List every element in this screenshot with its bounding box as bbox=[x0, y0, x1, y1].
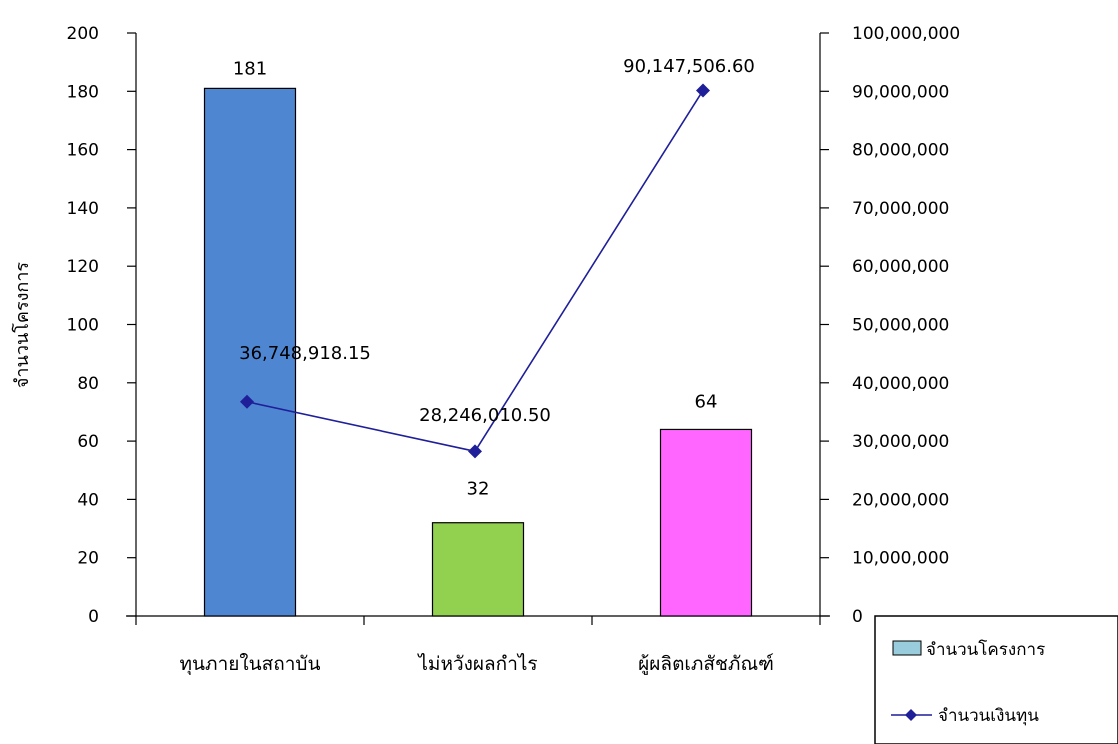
line-point bbox=[240, 394, 254, 409]
legend-line-marker bbox=[905, 709, 917, 721]
y2-tick-label: 60,000,000 bbox=[852, 257, 949, 277]
legend: จำนวนโครงการ จำนวนเงินทุน bbox=[874, 615, 1118, 744]
line-point bbox=[696, 83, 710, 98]
y-tick-label: 200 bbox=[67, 24, 99, 44]
y2-tick-label: 10,000,000 bbox=[852, 549, 949, 569]
y2-tick-label: 70,000,000 bbox=[852, 199, 949, 219]
y-tick-label: 40 bbox=[77, 490, 99, 510]
y2-tick-label: 50,000,000 bbox=[852, 316, 949, 336]
y-tick-label: 140 bbox=[67, 199, 99, 219]
y-tick-label: 180 bbox=[67, 82, 99, 102]
legend-bar-swatch bbox=[892, 640, 922, 656]
legend-bar-label: จำนวนโครงการ bbox=[926, 639, 1045, 660]
y2-tick-label: 80,000,000 bbox=[852, 141, 949, 161]
bars bbox=[203, 87, 753, 617]
y-tick-label: 80 bbox=[77, 374, 99, 394]
x-category-label: ผู้ผลิตเภสัชภัณฑ์ bbox=[638, 653, 774, 675]
bar-data-label: 32 bbox=[467, 479, 490, 500]
y-tick-label: 100 bbox=[67, 316, 99, 336]
y-tick-label: 160 bbox=[67, 141, 99, 161]
y2-tick-label: 30,000,000 bbox=[852, 432, 949, 452]
line-data-label: 28,246,010.50 bbox=[419, 405, 551, 426]
axes: 0 20 40 60 80 100 120 140 160 180 200 0 10,000,000 20… bbox=[67, 24, 961, 676]
y2-tick-label: 20,000,000 bbox=[852, 490, 949, 510]
y-tick-label: 60 bbox=[77, 432, 99, 452]
line-point bbox=[468, 444, 482, 459]
bar bbox=[659, 428, 753, 617]
data-labels: 181 32 64 36,748,918.15 28,246,010.50 90,147,… bbox=[233, 56, 755, 500]
y2-tick-label: 90,000,000 bbox=[852, 82, 949, 102]
y-tick-label: 20 bbox=[77, 549, 99, 569]
y2-tick-label: 0 bbox=[852, 607, 863, 627]
y-tick-label: 120 bbox=[67, 257, 99, 277]
line-data-label: 36,748,918.15 bbox=[239, 343, 371, 364]
line-data-label: 90,147,506.60 bbox=[623, 56, 755, 77]
x-category-label: ไม่หวังผลกำไร bbox=[416, 653, 537, 675]
bar bbox=[431, 522, 525, 617]
bar-data-label: 181 bbox=[233, 58, 267, 79]
line-path bbox=[246, 90, 704, 453]
bar-data-label: 64 bbox=[695, 391, 718, 412]
y-tick-label: 0 bbox=[88, 607, 99, 627]
y2-tick-label: 100,000,000 bbox=[852, 24, 960, 44]
y2-tick-label: 40,000,000 bbox=[852, 374, 949, 394]
legend-box bbox=[874, 615, 1118, 744]
y-axis-label: จำนวนโครงการ bbox=[11, 262, 33, 389]
x-category-label: ทุนภายในสถาบัน bbox=[180, 653, 321, 676]
line-series bbox=[240, 83, 710, 459]
legend-line-label: จำนวนเงินทุน bbox=[938, 706, 1039, 726]
bar bbox=[203, 87, 297, 617]
